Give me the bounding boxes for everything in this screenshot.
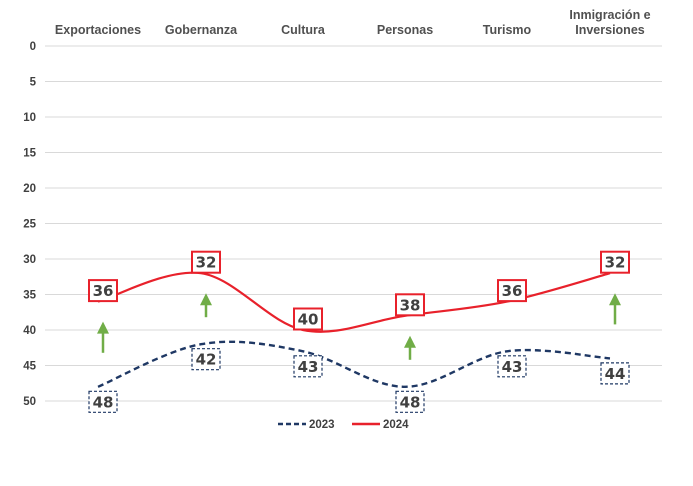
y-tick-label: 50 xyxy=(23,396,36,408)
category-label: Inmigración e Inversiones xyxy=(569,8,650,37)
legend-label-2023: 2023 xyxy=(309,419,335,431)
y-tick-label: 25 xyxy=(23,219,36,231)
improvement-arrow-head xyxy=(404,335,416,348)
data-label-2023: 48 xyxy=(93,393,114,411)
data-label-2023: 44 xyxy=(605,365,626,383)
category-label: Exportaciones xyxy=(55,23,141,37)
y-tick-label: 15 xyxy=(23,148,36,160)
series-line-2024 xyxy=(97,271,611,333)
data-label-2023: 43 xyxy=(502,358,523,376)
data-label-2024: 38 xyxy=(400,296,421,314)
series-line-2023 xyxy=(97,340,611,389)
data-label-2024: 36 xyxy=(502,282,523,300)
data-label-box xyxy=(395,390,425,413)
category-label: Gobernanza xyxy=(165,23,238,37)
data-label-box xyxy=(600,250,630,274)
category-label: Cultura xyxy=(281,23,326,37)
data-label-2023: 42 xyxy=(196,351,217,369)
data-label-box xyxy=(395,293,425,317)
improvement-arrow-head xyxy=(97,321,109,334)
data-label-box xyxy=(293,307,323,331)
y-tick-label: 20 xyxy=(23,183,36,195)
data-label-box xyxy=(600,362,630,385)
data-label-2024: 32 xyxy=(196,254,217,272)
y-tick-label: 35 xyxy=(23,290,36,302)
data-label-box xyxy=(191,250,221,274)
y-tick-label: 40 xyxy=(23,325,36,337)
y-tick-label: 45 xyxy=(23,361,36,373)
data-label-2024: 32 xyxy=(605,254,626,272)
y-tick-label: 10 xyxy=(23,112,36,124)
data-label-box xyxy=(497,355,527,378)
data-label-2023: 48 xyxy=(400,393,421,411)
y-tick-label: 5 xyxy=(30,77,37,89)
data-label-box xyxy=(88,390,118,413)
category-label: Personas xyxy=(377,23,433,37)
data-label-box xyxy=(497,279,527,303)
improvement-arrow-head xyxy=(200,293,212,306)
improvement-arrow-head xyxy=(609,293,621,306)
y-tick-label: 0 xyxy=(30,41,36,53)
data-label-2024: 36 xyxy=(93,282,114,300)
y-tick-label: 30 xyxy=(23,254,36,266)
data-label-2024: 40 xyxy=(298,311,319,329)
legend-label-2024: 2024 xyxy=(383,419,409,431)
data-label-box xyxy=(191,348,221,371)
category-label: Turismo xyxy=(483,23,532,37)
data-label-box xyxy=(88,279,118,303)
data-label-box xyxy=(293,355,323,378)
data-label-2023: 43 xyxy=(298,358,319,376)
